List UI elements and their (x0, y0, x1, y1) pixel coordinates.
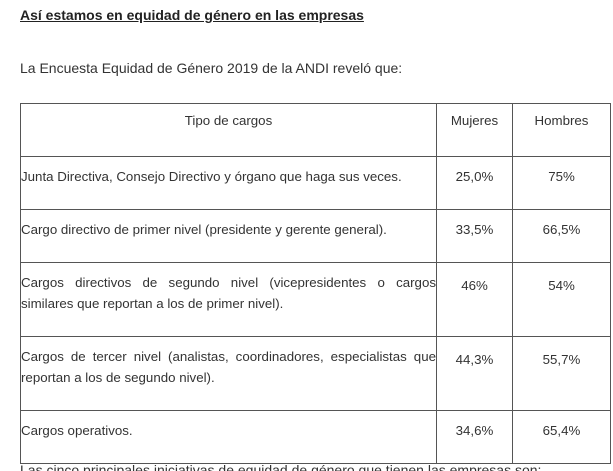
cargo-cell: Cargo directivo de primer nivel (preside… (20, 209, 437, 263)
percent-cell: 46% (436, 262, 513, 337)
percent-cell: 55,7% (512, 336, 611, 411)
percent-cell: 65,4% (512, 410, 611, 464)
heading: Así estamos en equidad de género en las … (20, 7, 364, 23)
percent-cell: 34,6% (436, 410, 513, 464)
table-row: Cargos de tercer nivel (analistas, coord… (20, 336, 611, 411)
cargo-cell: Cargos directivos de segundo nivel (vice… (20, 262, 437, 337)
percent-cell: 25,0% (436, 156, 513, 210)
table-row: Cargos operativos. 34,6% 65,4% (20, 410, 611, 464)
table-body: Tipo de cargos Mujeres Hombres Junta Dir… (20, 103, 611, 464)
header-cell: Hombres (512, 103, 611, 157)
percent-cell: 75% (512, 156, 611, 210)
table-row: Junta Directiva, Consejo Directivo y órg… (20, 156, 611, 210)
header-row: Tipo de cargos Mujeres Hombres (20, 103, 611, 157)
table-row: Cargos directivos de segundo nivel (vice… (20, 262, 611, 337)
header-cell: Mujeres (436, 103, 513, 157)
percent-cell: 54% (512, 262, 611, 337)
intro: La Encuesta Equidad de Género 2019 de la… (20, 60, 403, 76)
percent-cell: 44,3% (436, 336, 513, 411)
percent-cell: 33,5% (436, 209, 513, 263)
footer-text: Las cinco principales iniciativas de equ… (20, 462, 542, 471)
percent-cell: 66,5% (512, 209, 611, 263)
table-row: Cargo directivo de primer nivel (preside… (20, 209, 611, 263)
cargo-cell: Cargos de tercer nivel (analistas, coord… (20, 336, 437, 411)
table: Tipo de cargos Mujeres Hombres Junta Dir… (20, 103, 611, 464)
cargo-cell: Cargos operativos. (20, 410, 437, 464)
cargo-cell: Junta Directiva, Consejo Directivo y órg… (20, 156, 437, 210)
header-cell: Tipo de cargos (20, 103, 437, 157)
